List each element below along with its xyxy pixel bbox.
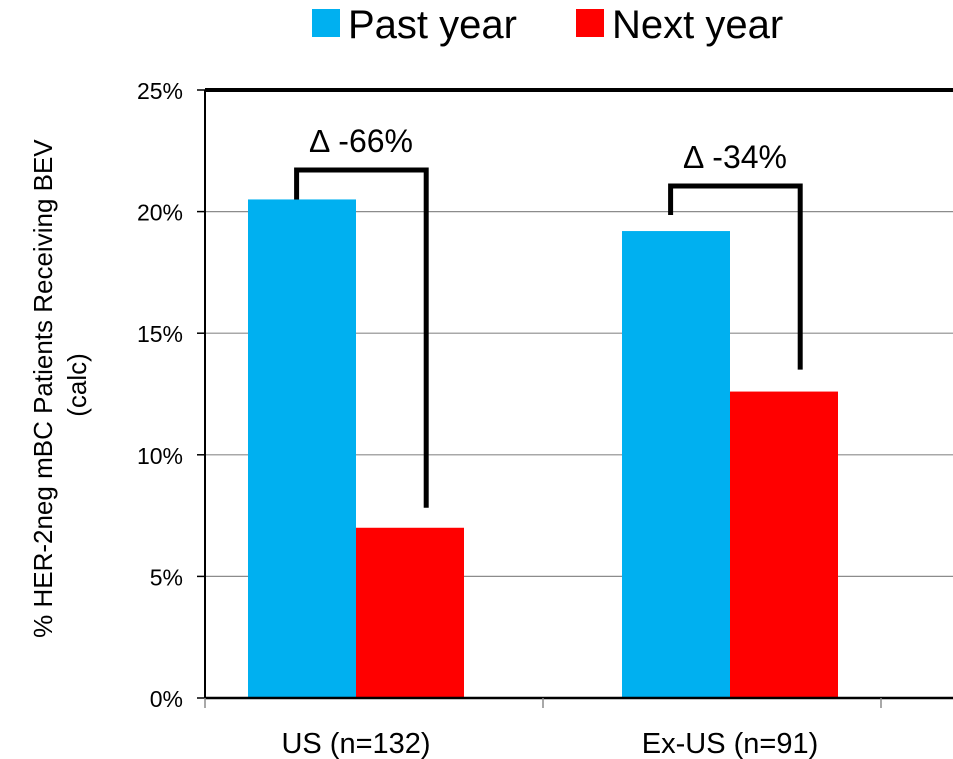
- x-category-label: US (n=132): [281, 728, 430, 759]
- y-axis-label-line-1: % HER-2neg mBC Patients Receiving BEV: [28, 139, 58, 638]
- bar-next-year: [356, 527, 464, 698]
- legend-swatch-past-year: [312, 9, 340, 37]
- axes: 0% 5% 10% 15% 20% 25% US (n=132) Ex-US (n=91): [137, 78, 953, 759]
- legend: Past year Next year: [312, 3, 783, 47]
- bar-past-year: [622, 231, 730, 698]
- y-axis-label-line-2: (calc): [62, 353, 92, 417]
- y-tick-label: 0%: [150, 686, 183, 712]
- y-tick-label: 25%: [137, 78, 183, 104]
- delta-label: ∆ -66%: [310, 123, 413, 159]
- y-tick-label: 15%: [137, 321, 183, 347]
- bar-past-year: [248, 199, 356, 698]
- y-tick-label: 10%: [137, 443, 183, 469]
- bar-next-year: [730, 391, 838, 698]
- bars: [248, 199, 838, 698]
- legend-swatch-next-year: [576, 9, 604, 37]
- legend-label: Past year: [348, 3, 517, 47]
- delta-bracket: [294, 167, 429, 508]
- legend-label: Next year: [612, 3, 783, 47]
- delta-bracket: [668, 183, 803, 370]
- y-axis-label: % HER-2neg mBC Patients Receiving BEV (c…: [28, 132, 92, 638]
- y-tick-label: 20%: [137, 200, 183, 226]
- delta-label: ∆ -34%: [684, 139, 787, 175]
- x-category-label: Ex-US (n=91): [642, 728, 818, 759]
- annotations: ∆ -66% ∆ -34%: [294, 123, 803, 508]
- y-tick-label: 5%: [150, 564, 183, 590]
